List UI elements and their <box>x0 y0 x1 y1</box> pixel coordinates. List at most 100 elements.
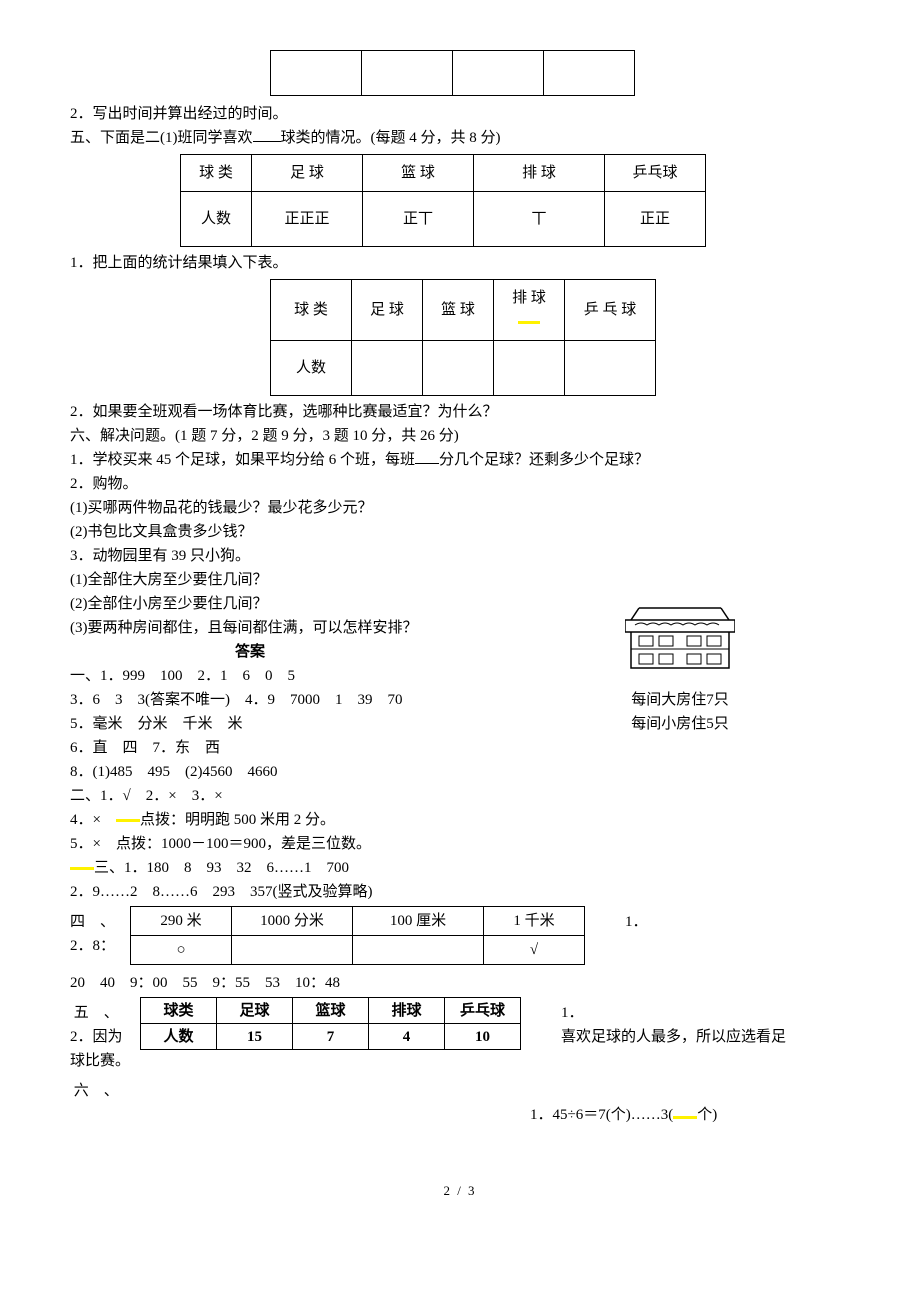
sec6-q3-1: (1)全部住大房至少要住几间？ <box>70 568 850 592</box>
ans4-a: 4．× <box>70 812 116 828</box>
five-after: 1． 喜欢足球的人最多，所以应选看足 <box>521 997 786 1049</box>
sec6-q2-2: (2)书包比文具盒贵多少钱？ <box>70 520 850 544</box>
row-label: 人数 <box>141 1024 217 1050</box>
cell <box>453 51 544 96</box>
sec5-q1: 1．把上面的统计结果填入下表。 <box>70 251 850 275</box>
cell <box>494 341 565 396</box>
th-volleyball: 排 球 <box>474 155 605 192</box>
ans-4: 4．× 点拨：明明跑 500 米用 2 分。 <box>70 808 850 832</box>
ans-time: 20 40 9：00 55 9：55 53 10：48 <box>70 971 850 995</box>
sec6-q2-1: (1)买哪两件物品花的钱最少？最少花多少元？ <box>70 496 850 520</box>
sec6-q3-3-wrap: (3)要两种房间都住，且每间都住满，可以怎样安排？ 每间大房住7只 每间小房住5… <box>70 616 850 640</box>
sec6-q1-a: 1．学校买来 45 个足球，如果平均分给 6 个班，每班 <box>70 452 415 468</box>
fill-table-wrap: 球 类 足 球 篮 球 排 球 乒 乓 球 人数 <box>270 279 850 396</box>
th-volleyball-text: 排 球 <box>512 290 546 306</box>
th-category: 球 类 <box>181 155 252 192</box>
sec5-title-b: 球类的情况。(每题 4 分，共 8 分) <box>281 130 501 146</box>
sec6-q3: 3．动物园里有 39 只小狗。 <box>70 544 850 568</box>
sec6-title: 六、解决问题。(1 题 7 分，2 题 9 分，3 题 10 分，共 26 分) <box>70 424 850 448</box>
sec6-q1: 1．学校买来 45 个足球，如果平均分给 6 个班，每班 分几个足球？还剩多少个足… <box>70 448 850 472</box>
th: 球类 <box>141 998 217 1024</box>
cell: √ <box>484 936 585 965</box>
tally-volleyball: 丅 <box>474 192 605 247</box>
cell <box>232 936 353 965</box>
four-pre: 四 、 2．8： <box>70 906 130 958</box>
cell: 4 <box>369 1024 445 1050</box>
th-football: 足 球 <box>252 155 363 192</box>
th: 篮球 <box>293 998 369 1024</box>
cell: 7 <box>293 1024 369 1050</box>
th-pingpong: 乒乓球 <box>605 155 706 192</box>
ans-4-row: 四 、 2．8： 290 米 1000 分米 100 厘米 1 千米 ○ √ 1… <box>70 906 850 965</box>
th-pingpong: 乒 乓 球 <box>565 280 656 341</box>
cell: 15 <box>217 1024 293 1050</box>
q2-time: 2．写出时间并算出经过的时间。 <box>70 102 850 126</box>
five-pre: 五 、 2．因为 球比赛。 <box>70 997 140 1073</box>
six-after-a: 1．45÷6＝7(个)……3( <box>530 1107 673 1123</box>
top-empty-table-wrap <box>270 50 850 96</box>
house-illustration: 每间大房住7只 每间小房住5只 <box>610 602 750 736</box>
house-icon <box>625 602 735 672</box>
top-empty-table <box>270 50 635 96</box>
ans-line: 二、1．√ 2．× 3．× <box>70 784 850 808</box>
sec6-q1-b: 分几个足球？还剩多少个足球？ <box>439 452 649 468</box>
cell: ○ <box>131 936 232 965</box>
highlight-mark <box>70 867 94 870</box>
tally-table: 球 类 足 球 篮 球 排 球 乒乓球 人数 正正正 正丅 丅 正正 <box>180 154 706 247</box>
cell: 10 <box>445 1024 521 1050</box>
th-basketball: 篮 球 <box>423 280 494 341</box>
row-label: 人数 <box>271 341 352 396</box>
cell <box>353 936 484 965</box>
ans-5: 5．× 点拨：1000－100＝900，差是三位数。 <box>70 832 850 856</box>
th: 足球 <box>217 998 293 1024</box>
ans-3-1: 三、1．180 8 93 32 6……1 700 <box>70 856 850 880</box>
highlight-mark <box>518 321 540 324</box>
house-label-2: 每间小房住5只 <box>610 712 750 736</box>
ans-table-4: 290 米 1000 分米 100 厘米 1 千米 ○ √ <box>130 906 585 965</box>
cell <box>423 341 494 396</box>
tally-pingpong: 正正 <box>605 192 706 247</box>
tally-table-wrap: 球 类 足 球 篮 球 排 球 乒乓球 人数 正正正 正丅 丅 正正 <box>180 154 850 247</box>
six-pre: 六 、 <box>70 1075 515 1103</box>
th-category: 球 类 <box>271 280 352 341</box>
ans4-b: 点拨：明明跑 500 米用 2 分。 <box>140 812 335 828</box>
cell <box>565 341 656 396</box>
blank-underline <box>415 448 439 464</box>
ans-6-row: 六 、 1．45÷6＝7(个)……3( 个) <box>70 1075 850 1151</box>
cell <box>271 51 362 96</box>
th-football: 足 球 <box>352 280 423 341</box>
th: 1 千米 <box>484 907 585 936</box>
fill-table: 球 类 足 球 篮 球 排 球 乒 乓 球 人数 <box>270 279 656 396</box>
cell <box>362 51 453 96</box>
house-label-1: 每间大房住7只 <box>610 688 750 712</box>
tally-football: 正正正 <box>252 192 363 247</box>
six-after-b: 个) <box>697 1107 717 1123</box>
sec5-q2: 2．如果要全班观看一场体育比赛，选哪种比赛最适宜？为什么？ <box>70 400 850 424</box>
ans-table-5: 球类 足球 篮球 排球 乒乓球 人数 15 7 4 10 <box>140 997 521 1050</box>
th: 100 厘米 <box>353 907 484 936</box>
four-after: 1． <box>585 906 648 934</box>
th: 乒乓球 <box>445 998 521 1024</box>
sec5-title-a: 五、下面是二(1)班同学喜欢 <box>70 130 253 146</box>
th: 290 米 <box>131 907 232 936</box>
row-label: 人数 <box>181 192 252 247</box>
ans-line: 6．直 四 7．东 西 <box>70 736 850 760</box>
ans-5-row: 五 、 2．因为 球比赛。 球类 足球 篮球 排球 乒乓球 人数 15 7 4 … <box>70 997 850 1073</box>
sec5-title: 五、下面是二(1)班同学喜欢 球类的情况。(每题 4 分，共 8 分) <box>70 126 850 150</box>
th: 排球 <box>369 998 445 1024</box>
blank-underline <box>673 1116 697 1119</box>
six-after: 1．45÷6＝7(个)……3( 个) <box>515 1075 717 1151</box>
page-number: 2 / 3 <box>70 1181 850 1202</box>
highlight-mark <box>116 819 140 822</box>
tally-basketball: 正丅 <box>363 192 474 247</box>
th: 1000 分米 <box>232 907 353 936</box>
ans-3-2: 2．9……2 8……6 293 357(竖式及验算略) <box>70 880 850 904</box>
ans-line: 8．(1)485 495 (2)4560 4660 <box>70 760 850 784</box>
th-volleyball: 排 球 <box>494 280 565 341</box>
sec6-q2: 2．购物。 <box>70 472 850 496</box>
th-basketball: 篮 球 <box>363 155 474 192</box>
cell <box>352 341 423 396</box>
blank-underline <box>253 126 281 142</box>
ans3-b: 三、1．180 8 93 32 6……1 700 <box>94 860 349 876</box>
cell <box>544 51 635 96</box>
